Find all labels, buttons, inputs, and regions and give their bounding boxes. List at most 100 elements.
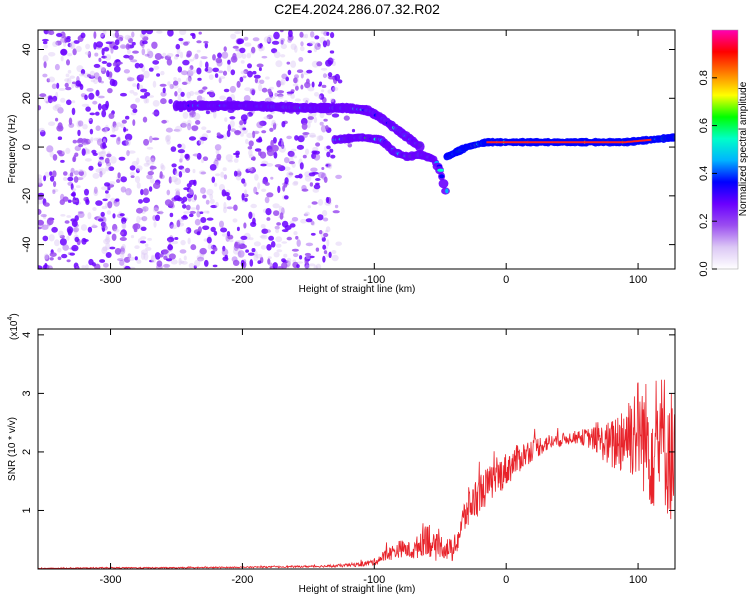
noise-cell [330,31,335,39]
noise-cell [232,45,239,49]
noise-cell [164,55,172,61]
noise-cell [326,31,330,36]
noise-cell [47,265,53,269]
noise-cell [284,225,292,231]
noise-cell [131,31,135,38]
noise-cell [156,260,163,268]
noise-cell [52,189,56,195]
noise-cell [66,77,72,85]
noise-cell [246,132,253,139]
noise-cell [306,78,310,85]
noise-cell [279,30,284,33]
noise-cell [108,181,116,186]
noise-cell [178,257,182,266]
noise-cell [63,171,68,176]
noise-cell [53,180,57,188]
noise-cell [267,258,271,265]
noise-cell [49,171,53,176]
noise-cell [75,185,81,189]
noise-cell [126,76,132,82]
noise-cell [210,226,216,233]
noise-cell [80,69,86,75]
noise-cell [77,129,81,137]
colorbar-tick-label: 0.2 [698,214,710,229]
noise-cell [64,220,70,224]
noise-cell [273,51,281,59]
noise-cell [293,77,298,84]
noise-cell [38,105,42,111]
noise-cell [116,61,123,65]
noise-cell [260,163,267,167]
noise-cell [100,33,104,38]
noise-cell [186,119,192,127]
noise-cell [272,122,277,130]
noise-cell [123,126,127,133]
noise-cell [167,30,174,37]
noise-cell [57,122,63,130]
noise-cell [92,172,100,179]
noise-cell [236,38,245,44]
noise-cell [218,70,224,74]
noise-cell [71,191,76,197]
noise-cell [166,139,171,145]
noise-cell [125,139,131,147]
noise-cell [43,253,49,260]
noise-cell [205,61,209,69]
noise-cell [284,177,289,185]
noise-cell [150,254,155,262]
noise-cell [332,210,340,214]
noise-cell [309,41,316,45]
noise-cell [174,55,179,60]
noise-cell [72,226,80,233]
noise-cell [128,37,133,44]
noise-cell [144,53,150,57]
y-tick-label: 2 [21,449,33,455]
noise-cell [152,207,159,213]
noise-cell [225,234,230,242]
noise-cell [247,166,253,172]
noise-cell [274,92,279,97]
x-tick-label: -200 [231,274,253,286]
noise-cell [60,48,68,56]
noise-cell [224,117,228,122]
noise-cell [254,174,259,181]
noise-cell [83,142,87,147]
noise-cell [121,217,127,225]
noise-cell [140,95,148,99]
noise-cell [225,154,233,162]
noise-cell [274,164,282,168]
noise-cell [315,178,321,181]
noise-cell [121,140,129,146]
noise-cell [178,165,185,170]
noise-cell [189,210,196,214]
noise-cell [229,239,234,243]
noise-cell [174,178,182,185]
colorbar-tick-label: 0.4 [698,166,710,181]
noise-cell [120,176,127,183]
noise-cell [196,210,201,218]
noise-cell [147,171,154,176]
noise-cell [252,156,256,162]
noise-cell [191,125,199,131]
noise-cell [184,153,190,160]
noise-cell [296,264,300,269]
noise-cell [215,149,220,155]
noise-cell [168,253,176,260]
noise-cell [119,237,127,241]
noise-cell [97,76,102,83]
noise-cell [320,30,328,35]
noise-cell [234,241,238,247]
noise-cell [155,214,160,221]
noise-cell [71,81,77,85]
noise-cell [215,57,223,64]
noise-cell [330,154,336,159]
noise-cell [169,212,174,218]
noise-cell [38,195,44,200]
noise-cell [91,225,98,229]
noise-cell [113,228,120,233]
noise-cell [66,99,72,106]
noise-cell [185,167,191,173]
noise-cell [57,247,62,253]
noise-cell [315,142,321,147]
noise-cell [78,170,85,176]
